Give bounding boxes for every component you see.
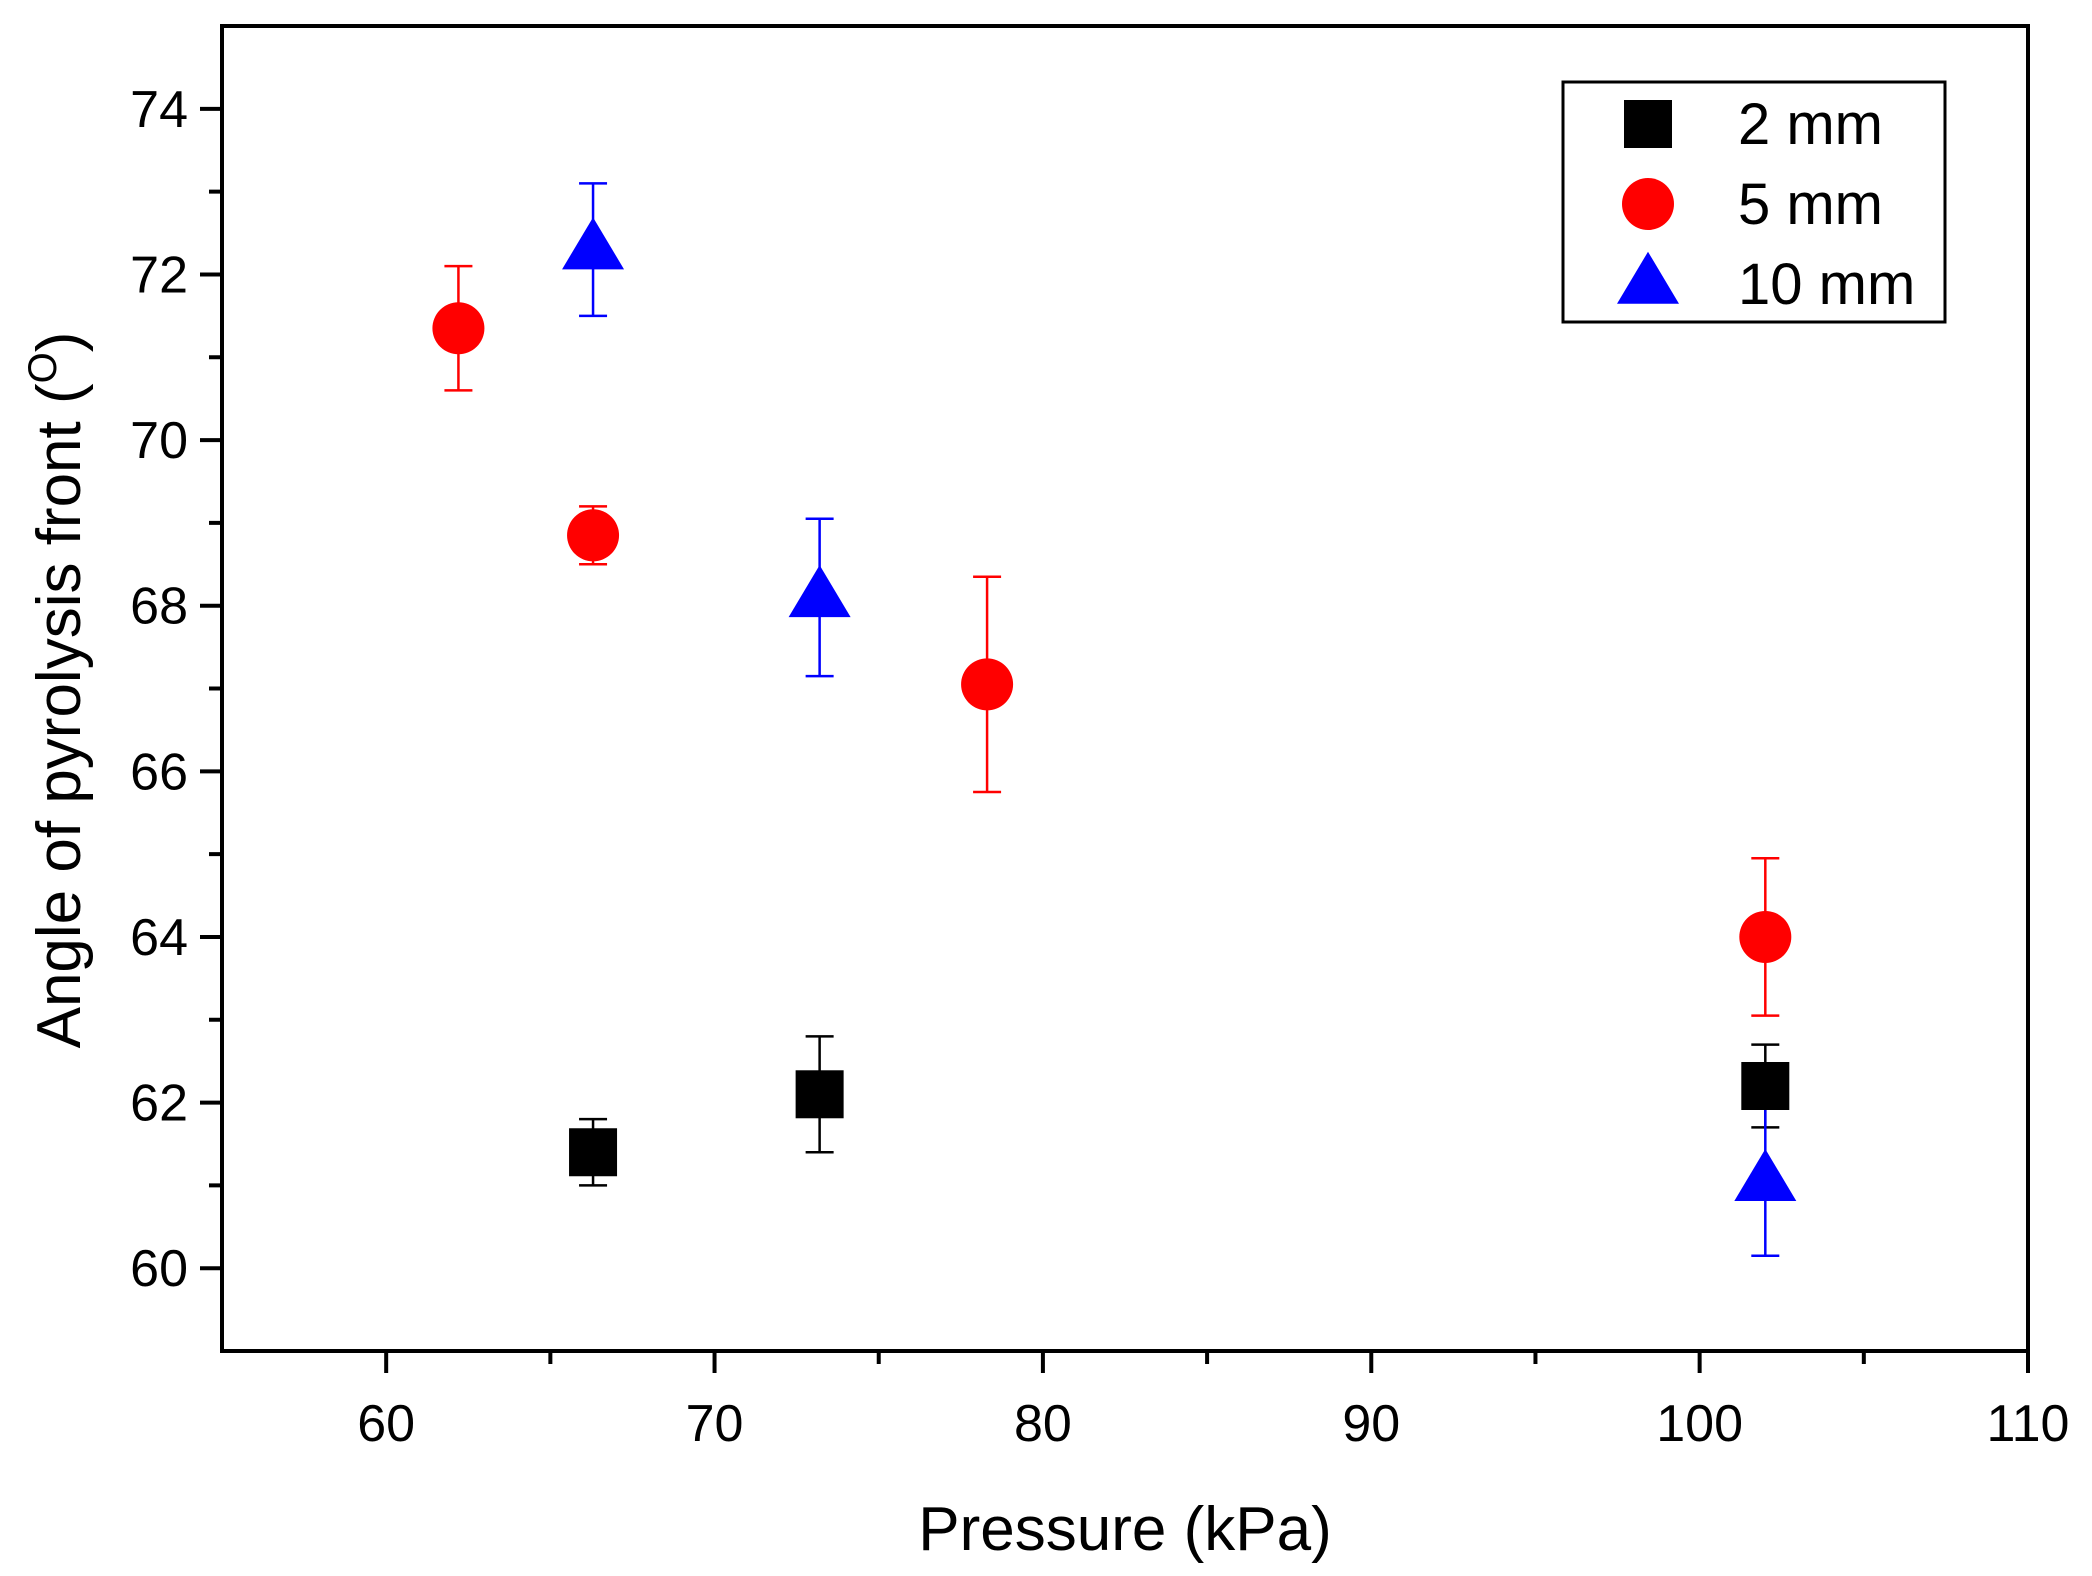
y-tick-label: 60 (130, 1240, 188, 1298)
x-axis-title: Pressure (kPa) (918, 1495, 1331, 1564)
x-tick-label: 80 (1014, 1395, 1072, 1453)
legend-symbol-5mm (1622, 178, 1674, 230)
y-tick-label: 62 (130, 1075, 188, 1133)
data-point-2mm (1741, 1062, 1790, 1110)
data-point-2mm (569, 1128, 618, 1177)
legend-label-5mm: 5 mm (1738, 172, 1883, 237)
axis-tick-labels: 60 70 80 90 100 110 60 62 64 66 68 70 72 74 (130, 81, 2069, 1453)
legend: 2 mm 5 mm 10 mm (1561, 80, 1947, 324)
y-tick-label: 70 (130, 412, 188, 470)
x-tick-label: 90 (1342, 1395, 1400, 1453)
x-tick-label: 60 (357, 1395, 415, 1453)
legend-symbol-2mm (1624, 100, 1672, 148)
data-point-10mm (788, 565, 851, 618)
x-tick-label: 110 (1987, 1395, 2070, 1453)
y-axis-title-degree: O (21, 352, 65, 383)
y-axis-title: Angle of pyrolysis front (O) (21, 332, 94, 1049)
data-point-5mm (961, 658, 1014, 711)
y-tick-label: 64 (130, 909, 188, 967)
axis-ticks (200, 106, 2030, 1373)
plot-area-frame (220, 24, 2030, 1353)
y-axis-title-suffix: ) (25, 332, 94, 353)
legend-symbol-10mm (1617, 251, 1679, 304)
legend-label-2mm: 2 mm (1738, 92, 1883, 157)
data-point-5mm (567, 509, 620, 562)
data-point-10mm (562, 217, 625, 270)
legend-label-10mm: 10 mm (1738, 252, 1915, 317)
data-point-10mm (1734, 1148, 1797, 1201)
data-point-5mm (1739, 910, 1792, 963)
y-axis-title-main: Angle of pyrolysis front ( (25, 383, 94, 1048)
data-markers (432, 217, 1797, 1201)
legend-symbols (1617, 100, 1679, 304)
data-point-5mm (432, 302, 485, 355)
x-tick-label: 70 (686, 1395, 744, 1453)
y-tick-label: 74 (130, 81, 188, 139)
y-tick-label: 66 (130, 743, 188, 801)
data-point-2mm (795, 1070, 844, 1119)
y-tick-label: 68 (130, 578, 188, 636)
x-tick-label: 100 (1656, 1395, 1743, 1453)
y-tick-label: 72 (130, 246, 188, 304)
